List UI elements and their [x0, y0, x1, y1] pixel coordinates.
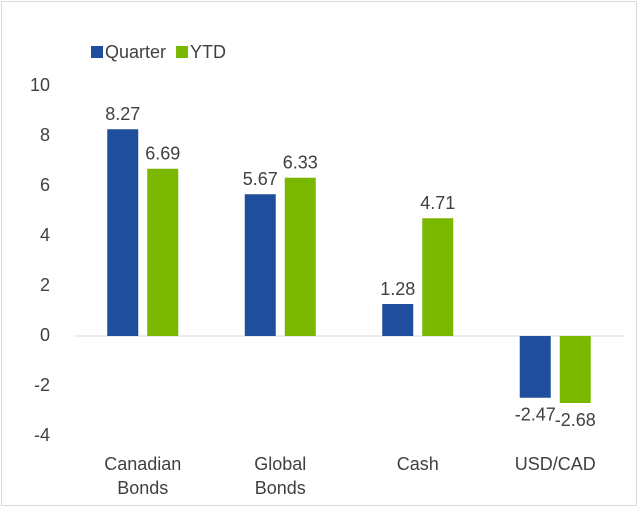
legend-swatch [91, 46, 103, 58]
value-label: 4.71 [420, 193, 455, 213]
value-label: 6.69 [145, 144, 180, 164]
x-tick-label: USD/CAD [515, 454, 596, 474]
bar [382, 304, 414, 336]
legend-swatch [176, 46, 189, 58]
bar [147, 168, 179, 336]
bar [422, 218, 454, 336]
y-tick-label: 10 [30, 75, 50, 95]
legend-label: YTD [190, 42, 226, 62]
x-tick-label: Canadian Bonds [104, 454, 181, 498]
bar [244, 194, 276, 336]
bar [519, 336, 551, 398]
y-tick-label: 8 [40, 125, 50, 145]
bar [284, 177, 316, 336]
value-label: 6.33 [283, 153, 318, 173]
y-tick-label: -2 [34, 375, 50, 395]
y-tick-label: 6 [40, 175, 50, 195]
value-label: -2.47 [515, 405, 556, 425]
legend-label: Quarter [105, 42, 166, 62]
y-tick-label: 2 [40, 275, 50, 295]
bar [107, 129, 139, 336]
y-tick-label: 4 [40, 225, 50, 245]
x-tick-label: Global Bonds [254, 454, 306, 498]
value-label: 1.28 [380, 279, 415, 299]
bar [559, 336, 591, 403]
x-tick-label: Cash [397, 454, 439, 474]
y-tick-label: 0 [40, 325, 50, 345]
value-label: 5.67 [243, 169, 278, 189]
value-label: -2.68 [555, 410, 596, 430]
y-tick-label: -4 [34, 425, 50, 445]
value-label: 8.27 [105, 104, 140, 124]
